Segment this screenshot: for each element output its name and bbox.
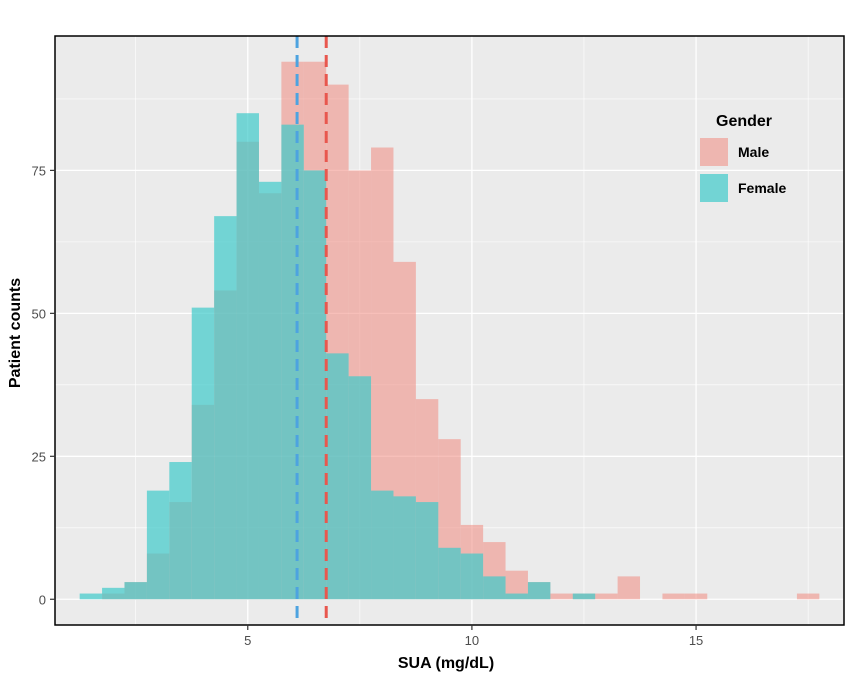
plot-border — [54, 35, 845, 626]
y-tick-label: 0 — [39, 592, 46, 607]
bar-female — [191, 307, 215, 600]
legend-key-female — [700, 174, 728, 202]
bar-female — [527, 582, 551, 600]
y-tick-label: 25 — [32, 449, 46, 464]
x-tick-label: 10 — [465, 633, 479, 648]
bar-female — [146, 490, 170, 600]
legend-title: Gender — [716, 113, 772, 130]
bar-female — [102, 587, 125, 600]
bar-male — [796, 593, 820, 600]
y-axis-title: Patient counts — [7, 278, 24, 388]
bar-female — [371, 490, 394, 600]
bar-male — [505, 570, 528, 600]
legend-key-male — [700, 138, 728, 166]
x-tick-label: 5 — [244, 633, 251, 648]
x-tick-label: 15 — [689, 633, 703, 648]
bar-female — [236, 113, 259, 600]
bar-female — [438, 547, 461, 600]
bar-female — [348, 376, 372, 600]
bar-female — [460, 553, 484, 600]
bar-female — [214, 216, 237, 600]
bar-female — [303, 170, 327, 600]
bar-male — [662, 593, 685, 600]
legend-label-female: Female — [738, 180, 786, 196]
bar-female — [124, 582, 147, 600]
bar-female — [393, 496, 416, 600]
series-female — [79, 113, 596, 600]
bar-female — [483, 576, 506, 600]
y-tick-label: 50 — [32, 306, 46, 321]
bar-female — [258, 181, 282, 600]
bar-female — [281, 124, 304, 600]
bar-female — [326, 353, 349, 600]
bar-male — [617, 576, 641, 600]
bar-male — [371, 147, 394, 600]
bar-female — [572, 593, 596, 600]
bar-female — [79, 593, 103, 600]
legend-label-male: Male — [738, 144, 769, 160]
y-tick-label: 75 — [32, 163, 46, 178]
bar-male — [595, 593, 618, 600]
bar-female — [415, 502, 439, 600]
bar-male — [550, 593, 573, 600]
bar-male — [684, 593, 708, 600]
legend: Gender Male Female — [700, 113, 786, 202]
bar-female — [505, 593, 528, 600]
bar-female — [169, 462, 192, 600]
x-axis-title: SUA (mg/dL) — [398, 655, 494, 672]
